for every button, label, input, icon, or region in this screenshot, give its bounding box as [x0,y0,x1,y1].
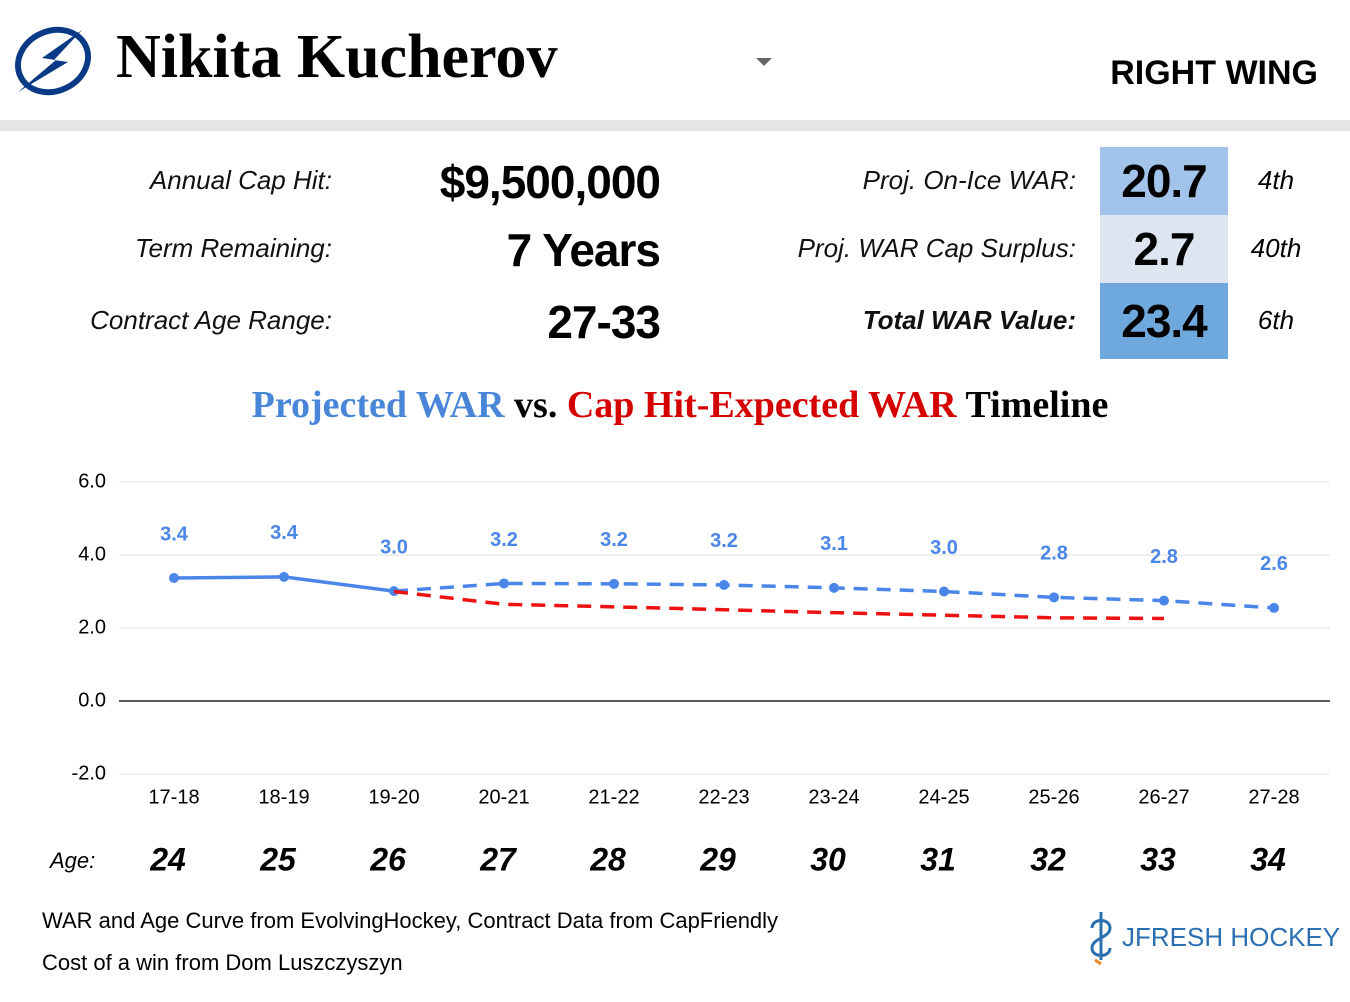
data-label: 3.2 [490,529,518,551]
x-tick-label: 26-27 [1138,786,1189,808]
war-rank: 40th [1250,233,1302,263]
player-name: Nikita Kucherov [116,23,558,91]
age: 34 [1250,841,1286,877]
age: 31 [920,841,956,877]
age: 30 [810,841,846,877]
data-label: 3.0 [930,537,958,559]
y-tick-label: 2.0 [78,616,106,638]
title-part: vs. [505,384,558,426]
age: 32 [1030,841,1066,877]
point [389,586,399,597]
data-label: 3.1 [820,533,848,555]
x-tick-label: 20-21 [478,786,529,808]
stat-value: $9,500,000 [439,156,661,208]
war-value: 2.7 [1100,215,1228,283]
war-value: 23.4 [1100,283,1228,359]
y-tick-label: -2.0 [72,762,106,784]
footer-note: WAR and Age Curve from EvolvingHockey, C… [42,908,779,933]
x-tick-label: 21-22 [588,786,639,808]
point [1049,592,1059,603]
data-label: 3.2 [600,529,628,551]
point [499,578,509,589]
x-tick-label: 19-20 [368,786,419,808]
war-label: Proj. WAR Cap Surplus: [797,233,1076,263]
point [829,582,839,593]
war-value: 20.7 [1100,147,1228,215]
data-label: 3.4 [270,522,299,544]
point [1159,595,1169,606]
point [279,571,289,582]
war-label: Proj. On-Ice WAR: [862,165,1076,195]
point [609,578,619,589]
data-label: 2.8 [1040,543,1068,565]
stat-label: Contract Age Range: [90,305,332,335]
point [719,579,729,590]
chart-title: Projected WAR vs. Cap Hit-Expected WAR T… [252,384,1109,426]
x-tick-label: 17-18 [148,786,199,808]
y-tick-label: 6.0 [78,470,106,492]
y-tick-label: 0.0 [78,689,106,711]
war-label: Total WAR Value: [862,305,1076,335]
age: 29 [699,841,736,877]
title-part: Projected WAR [252,384,505,426]
war-rank: 4th [1257,165,1295,195]
age: 25 [259,841,297,877]
divider [0,120,1350,131]
x-tick-label: 24-25 [918,786,969,808]
point [169,572,179,583]
age-label: Age: [48,848,95,873]
age: 24 [149,841,186,877]
age: 26 [369,841,406,877]
x-tick-label: 22-23 [698,786,749,808]
title-part: Timeline [957,384,1109,426]
data-label: 2.8 [1150,546,1178,568]
data-label: 3.2 [710,530,738,552]
point [1269,602,1279,613]
stat-value: 27-33 [547,296,661,348]
brand-logo [1090,912,1112,966]
title-part: Cap Hit-Expected WAR [557,384,957,426]
war-rank: 6th [1257,305,1295,335]
point [939,586,949,597]
age: 33 [1140,841,1176,877]
x-tick-label: 18-19 [258,786,309,808]
age: 27 [479,841,518,877]
x-tick-label: 25-26 [1028,786,1079,808]
stat-label: Annual Cap Hit: [149,165,332,195]
position: RIGHT WING [1110,54,1318,92]
team-logo [14,26,92,96]
x-tick-label: 23-24 [808,786,859,808]
x-tick-label: 27-28 [1248,786,1299,808]
stat-value: 7 Years [506,224,661,276]
y-tick-label: 4.0 [78,543,106,565]
footer-note: Cost of a win from Dom Luszczyszyn [42,950,403,975]
stat-label: Term Remaining: [134,233,332,263]
data-label: 3.4 [160,523,189,545]
age: 28 [589,841,626,877]
data-label: 2.6 [1260,553,1288,575]
data-label: 3.0 [380,536,408,558]
dropdown-arrow[interactable] [754,56,774,68]
brand: JFRESH HOCKEY [1122,922,1341,952]
